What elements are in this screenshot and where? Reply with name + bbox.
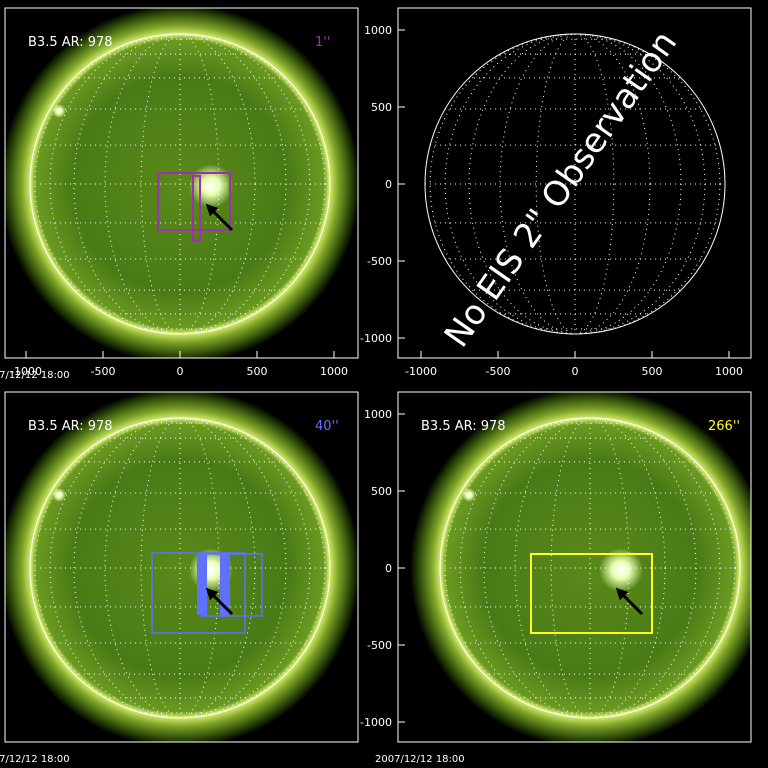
x-tick-label: 0 — [572, 365, 579, 378]
longitude — [468, 33, 682, 335]
x-tick-label: -1000 — [405, 365, 437, 378]
region-label: B3.5 AR: 978 — [421, 419, 506, 434]
x-tick-label: -500 — [486, 365, 511, 378]
x-tick-label: 500 — [247, 365, 268, 378]
active-region — [189, 164, 233, 208]
resolution: 266'' — [708, 419, 740, 434]
resolution: 40'' — [315, 419, 339, 434]
sun-disk — [410, 392, 751, 742]
frame — [4, 7, 359, 359]
longitude — [535, 33, 615, 335]
timestamp: 2007/12/12 18:00 — [0, 754, 70, 765]
longitude — [34, 417, 326, 719]
y-tick-label: 0 — [385, 562, 392, 575]
frame — [397, 391, 752, 743]
timestamp: 2007/12/12 18:00 — [375, 754, 465, 765]
y-tick-label: 1000 — [364, 408, 392, 421]
x-tick-label: -500 — [91, 365, 116, 378]
y-tick-label: -500 — [367, 255, 392, 268]
y-tick-label: -500 — [367, 639, 392, 652]
x-tick-label: 0 — [177, 365, 184, 378]
y-tick-label: 1000 — [364, 24, 392, 37]
active-region — [599, 548, 643, 592]
y-tick-label: 500 — [371, 101, 392, 114]
panel — [410, 392, 751, 742]
panel — [5, 8, 358, 358]
longitude — [550, 417, 630, 719]
longitude — [73, 417, 287, 719]
bright-point — [462, 488, 476, 502]
region-label: B3.5 AR: 978 — [28, 35, 113, 50]
fov-box — [192, 175, 201, 241]
panel — [5, 392, 358, 742]
region-label: B3.5 AR: 978 — [28, 419, 113, 434]
x-tick-label: 1000 — [320, 365, 348, 378]
longitude — [73, 33, 287, 335]
arrow — [615, 587, 644, 616]
x-tick-label: -1000 — [10, 365, 42, 378]
timestamp: 2007/12/12 18:00 — [0, 370, 70, 381]
panel — [424, 33, 726, 335]
bright-point — [52, 104, 66, 118]
arrow — [205, 203, 234, 232]
longitude — [34, 33, 326, 335]
x-tick-label: 500 — [642, 365, 663, 378]
y-tick-label: -1000 — [360, 716, 392, 729]
y-tick-label: -1000 — [360, 332, 392, 345]
bright-point — [52, 488, 66, 502]
fov-box — [530, 553, 653, 634]
arrow — [205, 587, 234, 616]
resolution: 1'' — [315, 35, 330, 50]
slit — [220, 553, 230, 615]
longitude — [140, 33, 220, 335]
x-tick-label: 1000 — [715, 365, 743, 378]
y-tick-label: 0 — [385, 178, 392, 191]
slit — [197, 553, 207, 615]
longitude — [140, 417, 220, 719]
longitude — [483, 417, 697, 719]
frame — [4, 391, 359, 743]
y-tick-label: 500 — [371, 485, 392, 498]
